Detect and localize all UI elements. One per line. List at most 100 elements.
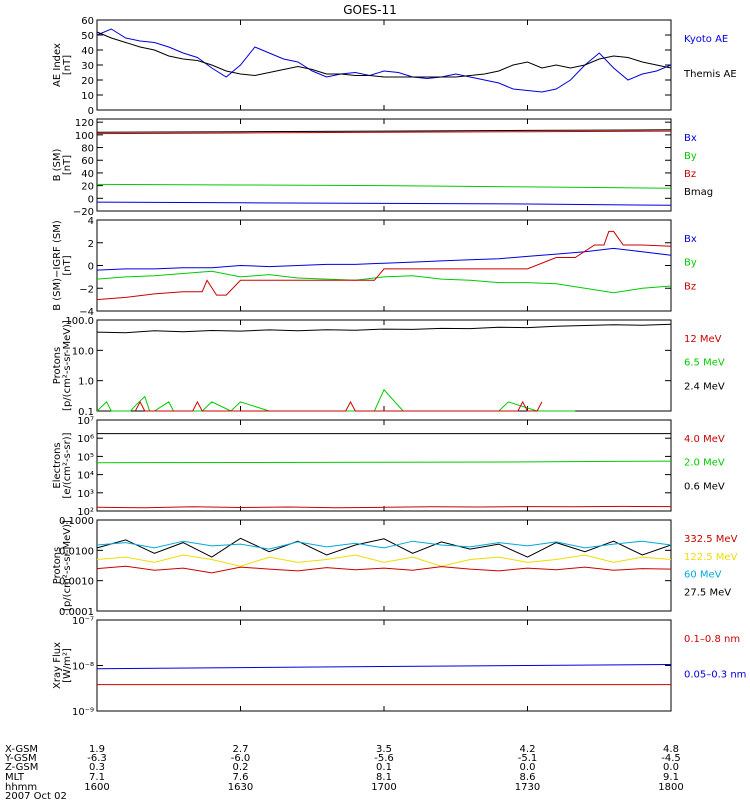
y-axis-label: AE Index [nT] bbox=[52, 43, 73, 87]
series-bx bbox=[96, 201, 672, 206]
legend-entry: 2.0 MeV bbox=[684, 458, 725, 469]
legend-entry: By bbox=[684, 258, 697, 269]
y-tick-label: 2 bbox=[88, 239, 94, 250]
y-tick-label: 0.1000 bbox=[59, 516, 94, 527]
time-row-label: MLT bbox=[5, 772, 25, 783]
y-tick-label: 10³ bbox=[77, 489, 94, 500]
y-tick-label: 10.0 bbox=[72, 346, 94, 357]
time-row-value: 3.5 bbox=[376, 744, 392, 755]
legend-entry: 122.5 MeV bbox=[684, 552, 738, 563]
y-axis-label: Electrons [e/(cm²-s-sr)] bbox=[52, 432, 73, 498]
panel-3: −4 −2 0 2 4 B (SM)−IGRF (SM) [nT] Bx By Bz bbox=[52, 216, 697, 318]
y-tick-label: 4 bbox=[88, 216, 94, 227]
y-tick-label: 50 bbox=[81, 31, 94, 42]
time-row-value: 1800 bbox=[658, 782, 683, 793]
y-axis-label-line: [nT] bbox=[62, 155, 73, 175]
series-122-5-mev bbox=[96, 554, 672, 567]
y-axis-label: Xray Flux [W/m²] bbox=[52, 642, 73, 689]
y-tick-label: 120 bbox=[75, 118, 94, 129]
legend-entry: 2.4 MeV bbox=[684, 381, 725, 392]
legend-entry: Bx bbox=[684, 133, 697, 144]
y-axis-label-line: Protons bbox=[52, 547, 63, 584]
legend-entry: 6.5 MeV bbox=[684, 358, 725, 369]
y-axis-label-line: [nT] bbox=[62, 55, 73, 75]
series-27-5-mev bbox=[96, 537, 672, 558]
y-axis-label-line: Protons bbox=[52, 347, 63, 384]
legend-entry: Bx bbox=[684, 234, 697, 245]
series-0-1-0-8-nm bbox=[96, 664, 672, 670]
y-axis-label: Protons [p/(cm²-s-sr-MeV)] bbox=[52, 320, 73, 411]
legend-entry: 0.1–0.8 nm bbox=[684, 634, 740, 645]
y-tick-label: 0.0100 bbox=[59, 546, 94, 557]
time-row-value: -4.5 bbox=[661, 753, 681, 764]
y-tick-label: 10⁴ bbox=[77, 471, 94, 482]
time-row-value: -6.0 bbox=[231, 753, 251, 764]
y-axis-label-line: B (SM)−IGRF (SM) bbox=[52, 220, 63, 311]
time-row-label: hhmm bbox=[5, 782, 37, 793]
time-row-value: 8.6 bbox=[520, 772, 536, 783]
time-row-label: Y-GSM bbox=[4, 753, 37, 764]
y-tick-label: 10⁵ bbox=[77, 452, 94, 463]
series-12-mev bbox=[134, 400, 543, 412]
time-row-value: 1700 bbox=[371, 782, 396, 793]
time-row-value: 2.7 bbox=[233, 744, 249, 755]
y-tick-label: 100.0 bbox=[65, 316, 94, 327]
y-axis-label-line: B (SM) bbox=[52, 148, 63, 181]
y-tick-label: 10² bbox=[77, 507, 94, 518]
time-row-value: 0.3 bbox=[89, 762, 105, 773]
y-tick-label: 0 bbox=[88, 194, 94, 205]
legend-entry: 27.5 MeV bbox=[684, 587, 731, 598]
y-tick-label: 0.0010 bbox=[59, 577, 94, 588]
legend-entry: 60 MeV bbox=[684, 570, 722, 581]
y-axis-label: B (SM) [nT] bbox=[52, 148, 73, 181]
legend-entry: By bbox=[684, 151, 697, 162]
y-tick-label: 80 bbox=[81, 144, 94, 155]
panel-5: 10² 10³ 10⁴ 10⁵ 10⁶ 10⁷ Electrons [e/(cm²-s-sr)… bbox=[52, 416, 725, 518]
series-4-0-mev bbox=[96, 505, 672, 509]
time-row-value: 0.0 bbox=[520, 762, 536, 773]
time-row-value: 0.1 bbox=[376, 762, 392, 773]
panel-frame bbox=[96, 219, 672, 312]
series-bmag bbox=[96, 129, 672, 133]
y-tick-label: 40 bbox=[81, 46, 94, 57]
y-axis-label: Protons [p/(cm²-s-sr-MeV)] bbox=[52, 520, 73, 611]
time-row-value: -5.1 bbox=[518, 753, 538, 764]
y-tick-label: 1.0 bbox=[78, 377, 94, 388]
y-tick-label: 0.1 bbox=[78, 407, 94, 418]
series-themis-ae bbox=[96, 31, 672, 78]
y-axis-label-line: [p/(cm²-s-sr-MeV)] bbox=[62, 320, 73, 411]
y-tick-label: 20 bbox=[81, 182, 94, 193]
y-tick-label: 40 bbox=[81, 169, 94, 180]
y-tick-label: 60 bbox=[81, 156, 94, 167]
y-tick-label: 0 bbox=[88, 106, 94, 117]
date-label: 2007 Oct 02 bbox=[5, 791, 67, 800]
series-60-mev bbox=[96, 540, 672, 550]
time-row-value: 7.6 bbox=[233, 772, 249, 783]
time-axis: X-GSM 1.9 2.7 3.5 4.2 4.8 Y-GSM -6.3 -6.0 -5.6 -5.… bbox=[4, 744, 684, 800]
y-tick-label: 10⁷ bbox=[77, 416, 94, 427]
y-axis-label-line: [nT] bbox=[62, 255, 73, 275]
legend-entry: Bz bbox=[684, 281, 696, 292]
time-row-label: Z-GSM bbox=[5, 762, 38, 773]
time-row-value: -5.6 bbox=[374, 753, 394, 764]
y-tick-label: 20 bbox=[81, 76, 94, 87]
time-row-value: 1600 bbox=[84, 782, 109, 793]
time-row-value: 7.1 bbox=[89, 772, 105, 783]
series-2-0-mev bbox=[96, 460, 672, 464]
legend-entry: Kyoto AE bbox=[684, 34, 728, 45]
y-tick-label: 100 bbox=[75, 131, 94, 142]
time-row-value: 1730 bbox=[515, 782, 540, 793]
y-axis-label-line: Xray Flux bbox=[52, 642, 63, 689]
y-tick-label: 10⁶ bbox=[77, 434, 94, 445]
y-tick-label: 10⁻⁹ bbox=[72, 707, 94, 718]
y-tick-label: 10 bbox=[81, 91, 94, 102]
series-bx bbox=[96, 247, 672, 271]
y-tick-label: −4 bbox=[79, 307, 94, 318]
panel-7: 10⁻⁹ 10⁻⁸ 10⁻⁷ Xray Flux [W/m²] 0.1–0.8 nm 0.0… bbox=[52, 616, 746, 718]
series-332-5-mev bbox=[96, 565, 672, 574]
